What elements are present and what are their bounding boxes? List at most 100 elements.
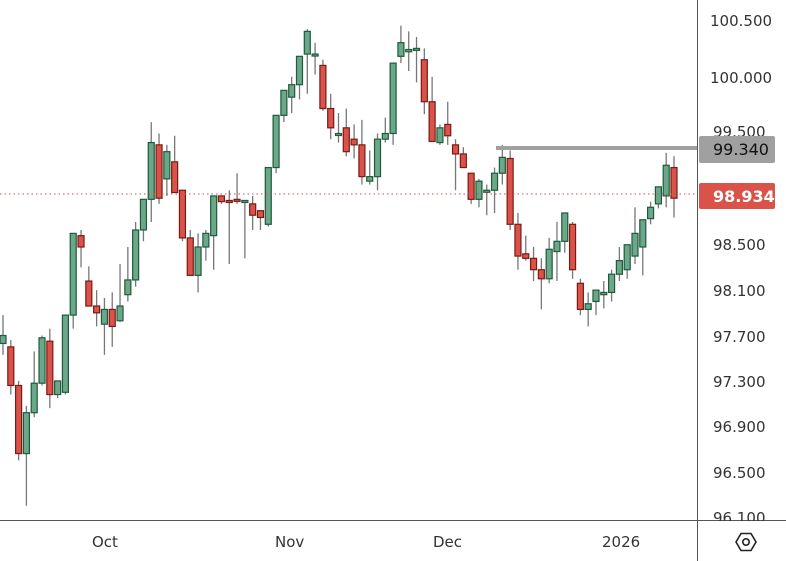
candle-down[interactable] [537,269,545,280]
candle-up[interactable] [639,219,647,248]
time-label-dec: Dec [433,533,462,551]
candle-up[interactable] [381,132,389,140]
candle-down[interactable] [451,144,460,155]
candle-up[interactable] [646,206,655,220]
candle-up[interactable] [0,334,7,345]
candle-up[interactable] [483,189,491,193]
candle-up[interactable] [397,42,405,57]
candle-down[interactable] [178,189,187,239]
candle-up[interactable] [139,198,148,231]
candle-down[interactable] [108,308,116,328]
candle-up[interactable] [303,30,311,55]
candle-up[interactable] [631,232,639,257]
candle-up[interactable] [389,62,397,135]
candle-down[interactable] [420,59,428,103]
candle-up[interactable] [272,114,280,169]
settings-hexagon-icon[interactable] [735,532,757,552]
candle-up[interactable] [623,244,631,271]
level-price-badge: 99.340 [699,136,775,163]
candle-up[interactable] [61,314,70,393]
price-label: 97.300 [713,373,766,391]
candle-up[interactable] [295,55,304,86]
candle-up[interactable] [607,273,616,293]
candle-up[interactable] [38,337,46,384]
candle-up[interactable] [30,382,38,414]
candle-up[interactable] [615,260,623,275]
candle-up[interactable] [100,308,109,325]
candle-down[interactable] [342,127,350,153]
candle-up[interactable] [498,156,506,174]
candle-up[interactable] [475,180,483,200]
candle-up[interactable] [210,195,218,237]
candle-up[interactable] [147,141,155,200]
last-price-badge: 98.934 [699,183,775,209]
candle-down[interactable] [444,123,452,137]
candle-down[interactable] [186,237,194,276]
candle-up[interactable] [264,166,272,225]
candle-down[interactable] [459,153,467,169]
candle-down[interactable] [506,157,514,225]
candle-down[interactable] [358,144,366,178]
candle-up[interactable] [600,291,608,296]
candle-down[interactable] [522,253,530,259]
candle-up[interactable] [561,212,569,242]
candle-down[interactable] [233,198,241,202]
time-axis[interactable]: Oct Nov Dec 2026 [92,533,640,551]
candle-down[interactable] [568,223,577,271]
candle-down[interactable] [576,282,584,311]
candle-down[interactable] [467,172,475,200]
candle-up[interactable] [592,289,600,303]
candle-down[interactable] [171,161,179,194]
candle-up[interactable] [241,199,249,204]
candle-up[interactable] [662,164,670,197]
candle-up[interactable] [366,176,374,182]
candle-down[interactable] [529,257,538,271]
price-axis[interactable]: 100.500 100.000 99.500 98.500 98.100 97.… [710,12,772,527]
candle-down[interactable] [93,305,101,314]
candle-down[interactable] [46,340,54,396]
candle-down[interactable] [85,280,93,307]
svg-text:99.340: 99.340 [713,140,769,159]
candle-up[interactable] [490,172,499,191]
candle-down[interactable] [514,223,522,257]
candle-up[interactable] [545,248,553,280]
candle-up[interactable] [553,240,561,253]
candle-down[interactable] [217,195,226,203]
candle-up[interactable] [373,138,382,178]
candle-down[interactable] [77,235,85,248]
candle-down[interactable] [350,138,358,146]
candle-down[interactable] [319,64,327,110]
time-label-oct: Oct [92,533,118,551]
svg-text:98.934: 98.934 [713,187,775,206]
candle-up[interactable] [69,232,77,316]
price-label: 100.500 [710,12,772,30]
candle-up[interactable] [412,47,421,51]
price-label: 97.700 [713,328,766,346]
candle-up[interactable] [54,380,62,396]
candle-up[interactable] [288,84,296,98]
candle-down[interactable] [670,166,678,199]
candle-up[interactable] [124,279,132,296]
candle-up[interactable] [194,246,202,276]
candle-up[interactable] [311,53,319,57]
candle-up[interactable] [584,303,592,311]
candle-up[interactable] [132,229,140,281]
candle-up[interactable] [202,232,210,248]
candle-up[interactable] [334,132,343,137]
candle-down[interactable] [428,101,436,143]
candle-down[interactable] [155,144,163,199]
candle-up[interactable] [116,305,124,322]
candle-up[interactable] [436,127,444,144]
candle-up[interactable] [163,151,171,180]
candle-up[interactable] [22,412,31,455]
candle-up[interactable] [280,89,288,116]
candle-down[interactable] [225,199,233,204]
candle-down[interactable] [7,346,15,387]
candle-down[interactable] [327,107,335,129]
candle-down[interactable] [249,203,257,216]
candle-down[interactable] [256,210,265,219]
candle-up[interactable] [654,186,662,205]
candle-down[interactable] [15,384,23,455]
candle-up[interactable] [405,48,413,53]
